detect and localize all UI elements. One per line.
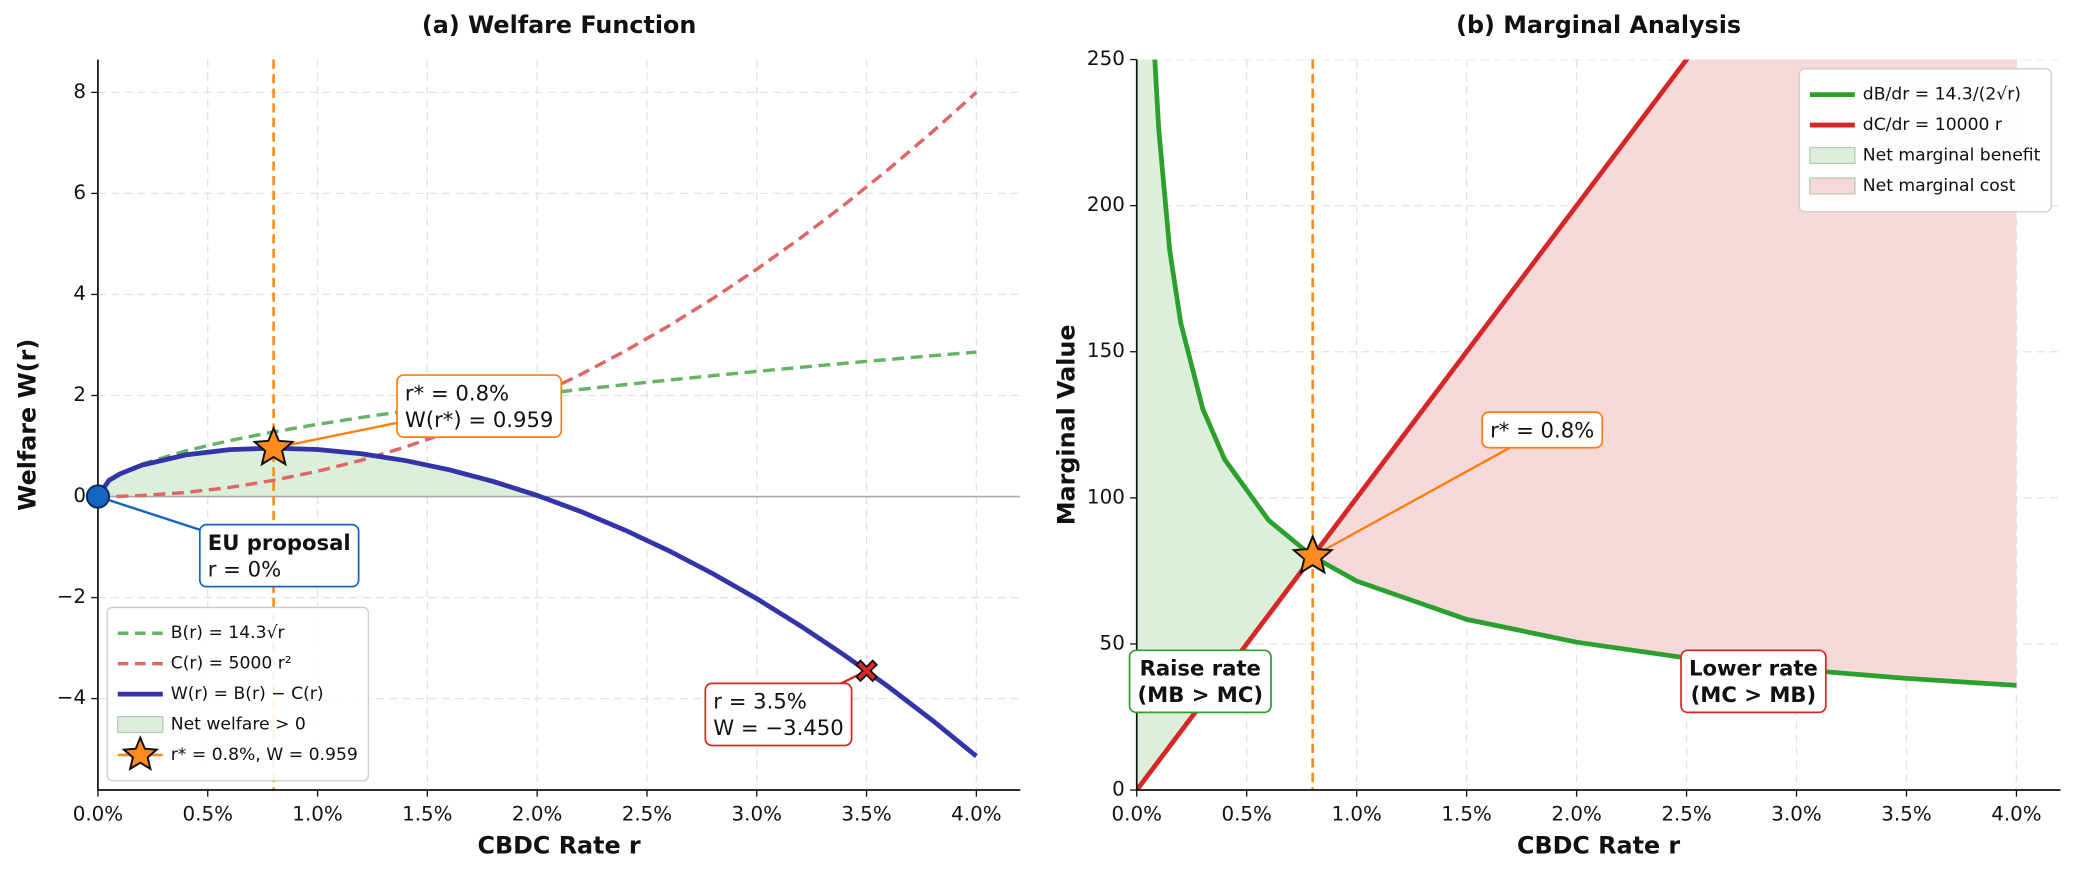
annotation-box [396, 374, 563, 438]
annotation-text: EU proposal [208, 530, 351, 555]
y-tick-label: 50 [1100, 631, 1125, 654]
x-tick-label: 3.0% [1771, 803, 1821, 826]
marker-star [1291, 533, 1335, 575]
x-tick-label: 0.5% [183, 803, 233, 826]
x-tick-label: 2.5% [622, 803, 672, 826]
annotations: r* = 0.8%Raise rate(MB > MC)Lower rate(M… [1128, 411, 1827, 714]
annotation-box [1128, 649, 1272, 714]
marker-x [855, 659, 878, 683]
x-tick-label: 1.5% [1441, 803, 1491, 826]
annotation-text: r* = 0.8% [1490, 417, 1594, 442]
x-tick-label: 4.0% [951, 803, 1001, 826]
y-tick-label: 2 [73, 383, 86, 406]
annotation-text: r = 0% [208, 556, 281, 581]
y-tick-label: 0 [1112, 778, 1125, 801]
y-tick-label: −2 [57, 585, 86, 608]
fill-area [1312, 59, 2017, 686]
x-tick-label: 3.0% [732, 803, 782, 826]
annotation: Lower rate(MC > MB) [1680, 649, 1827, 714]
legend: B(r) = 14.3√r C(r) = 5000 r² W(r) = B(r) −… [106, 606, 370, 782]
x-tick-label: 0.0% [73, 803, 123, 826]
annotation: r = 3.5%W = −3.450 [704, 669, 868, 747]
panel: 0.0% 0.5% 1.0% 1.5% 2.0% 2.5% 3.0% 3.5% 4.0% −4 −2… [14, 11, 1021, 859]
annotation-text: W(r*) = 0.959 [405, 407, 553, 432]
x-tick-label: 0.0% [1112, 803, 1162, 826]
y-tick-label: 0 [73, 484, 86, 507]
chart-title: (a) Welfare Function [422, 11, 696, 39]
x-tick-label: 2.0% [1551, 803, 1601, 826]
annotation-box [1481, 411, 1604, 449]
y-tick-label: 100 [1087, 485, 1125, 508]
legend-swatch [1809, 146, 1856, 165]
series-line [97, 91, 978, 499]
x-tick-label: 2.0% [512, 803, 562, 826]
legend-text: Net welfare > 0 [171, 715, 306, 735]
y-tick-label: 250 [1087, 47, 1125, 70]
y-tick-label: −4 [57, 686, 86, 709]
legend: dB/dr = 14.3/(2√r) dC/dr = 10000 r Net mar… [1798, 68, 2052, 213]
annotation-box [704, 682, 853, 747]
annotation-box [1680, 649, 1827, 714]
y-tick-label: 6 [73, 181, 86, 204]
x-tick-label: 1.5% [402, 803, 452, 826]
legend-swatch [1809, 177, 1856, 195]
annotation-text: W = −3.450 [713, 715, 843, 740]
series-line [97, 445, 978, 759]
x-tick-label: 0.5% [1222, 803, 1272, 826]
marker-star [252, 425, 295, 467]
annotation-text: r = 3.5% [713, 689, 807, 714]
legend-box [1798, 68, 2052, 213]
fill-area [1136, 59, 1313, 791]
annotation-text: Raise rate [1140, 656, 1261, 681]
x-tick-label: 1.0% [292, 803, 342, 826]
chart-title: (b) Marginal Analysis [1456, 11, 1741, 39]
annotation-box [198, 523, 360, 588]
legend-text: Net marginal cost [1863, 176, 2016, 196]
legend-swatch [117, 715, 164, 734]
x-tick-label: 1.0% [1331, 803, 1381, 826]
y-tick-label: 200 [1087, 193, 1125, 216]
x-tick-label: 2.5% [1661, 803, 1711, 826]
legend-text: C(r) = 5000 r² [171, 654, 292, 674]
x-axis-label: CBDC Rate r [478, 831, 641, 859]
y-axis-label: Welfare W(r) [14, 339, 42, 511]
x-tick-label: 4.0% [1991, 803, 2041, 826]
annotation: r* = 0.8% [1312, 411, 1604, 558]
legend-text: Net marginal benefit [1863, 145, 2041, 165]
legend-text: W(r) = B(r) − C(r) [171, 684, 324, 704]
annotation: Raise rate(MB > MC) [1128, 649, 1272, 714]
annotation-text: (MB > MC) [1137, 682, 1263, 707]
annotation: r* = 0.8%W(r*) = 0.959 [273, 374, 563, 450]
legend-text: B(r) = 14.3√r [171, 623, 286, 643]
panel: 0.0% 0.5% 1.0% 1.5% 2.0% 2.5% 3.0% 3.5% 4.0% 0 50 1… [1052, 11, 2061, 859]
x-tick-label: 3.5% [1881, 803, 1931, 826]
annotation-text: Lower rate [1689, 656, 1818, 681]
annotation-text: r* = 0.8% [405, 380, 509, 405]
annotation-text: (MC > MB) [1691, 682, 1817, 707]
marker-star [121, 735, 160, 771]
y-tick-label: 150 [1087, 339, 1125, 362]
legend-text: dC/dr = 10000 r [1863, 115, 2003, 135]
annotation-arrow [1312, 428, 1543, 558]
series-line [1136, 59, 1690, 791]
y-tick-label: 4 [73, 282, 86, 305]
legend-box [106, 606, 370, 782]
x-axis-label: CBDC Rate r [1517, 831, 1680, 859]
y-axis-label: Marginal Value [1052, 324, 1080, 525]
marker-circle [85, 484, 111, 509]
x-tick-label: 3.5% [841, 803, 891, 826]
legend-text: r* = 0.8%, W = 0.959 [171, 745, 358, 765]
legend-text: dB/dr = 14.3/(2√r) [1863, 85, 2021, 105]
y-tick-label: 8 [73, 80, 86, 103]
